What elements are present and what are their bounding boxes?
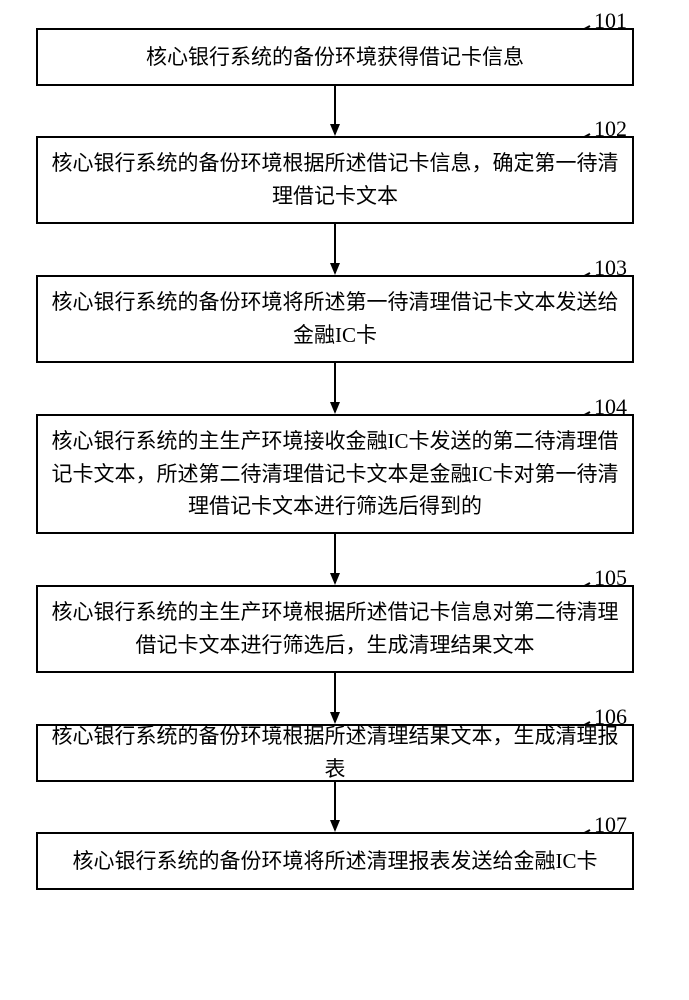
step-ref-107: 107 (594, 812, 627, 838)
flow-step-text: 核心银行系统的备份环境将所述第一待清理借记卡文本发送给金融IC卡 (48, 286, 622, 351)
flow-step-101: 核心银行系统的备份环境获得借记卡信息 (36, 28, 634, 86)
flow-step-107: 核心银行系统的备份环境将所述清理报表发送给金融IC卡 (36, 832, 634, 890)
flowchart-canvas: 核心银行系统的备份环境获得借记卡信息 101 核心银行系统的备份环境根据所述借记卡信… (0, 0, 689, 1000)
flow-step-text: 核心银行系统的备份环境根据所述清理结果文本，生成清理报表 (48, 720, 622, 785)
flow-step-106: 核心银行系统的备份环境根据所述清理结果文本，生成清理报表 (36, 724, 634, 782)
flow-step-104: 核心银行系统的主生产环境接收金融IC卡发送的第二待清理借记卡文本，所述第二待清理… (36, 414, 634, 534)
flow-step-102: 核心银行系统的备份环境根据所述借记卡信息，确定第一待清理借记卡文本 (36, 136, 634, 224)
step-ref-102: 102 (594, 116, 627, 142)
flow-step-text: 核心银行系统的备份环境将所述清理报表发送给金融IC卡 (48, 845, 622, 878)
step-ref-103: 103 (594, 255, 627, 281)
flow-step-text: 核心银行系统的主生产环境接收金融IC卡发送的第二待清理借记卡文本，所述第二待清理… (48, 425, 622, 523)
flow-step-text: 核心银行系统的备份环境根据所述借记卡信息，确定第一待清理借记卡文本 (48, 147, 622, 212)
flow-step-text: 核心银行系统的主生产环境根据所述借记卡信息对第二待清理借记卡文本进行筛选后，生成… (48, 596, 622, 661)
flow-step-105: 核心银行系统的主生产环境根据所述借记卡信息对第二待清理借记卡文本进行筛选后，生成… (36, 585, 634, 673)
flow-step-text: 核心银行系统的备份环境获得借记卡信息 (48, 41, 622, 74)
step-ref-101: 101 (594, 8, 627, 34)
step-ref-105: 105 (594, 565, 627, 591)
step-ref-104: 104 (594, 394, 627, 420)
step-ref-106: 106 (594, 704, 627, 730)
flow-step-103: 核心银行系统的备份环境将所述第一待清理借记卡文本发送给金融IC卡 (36, 275, 634, 363)
